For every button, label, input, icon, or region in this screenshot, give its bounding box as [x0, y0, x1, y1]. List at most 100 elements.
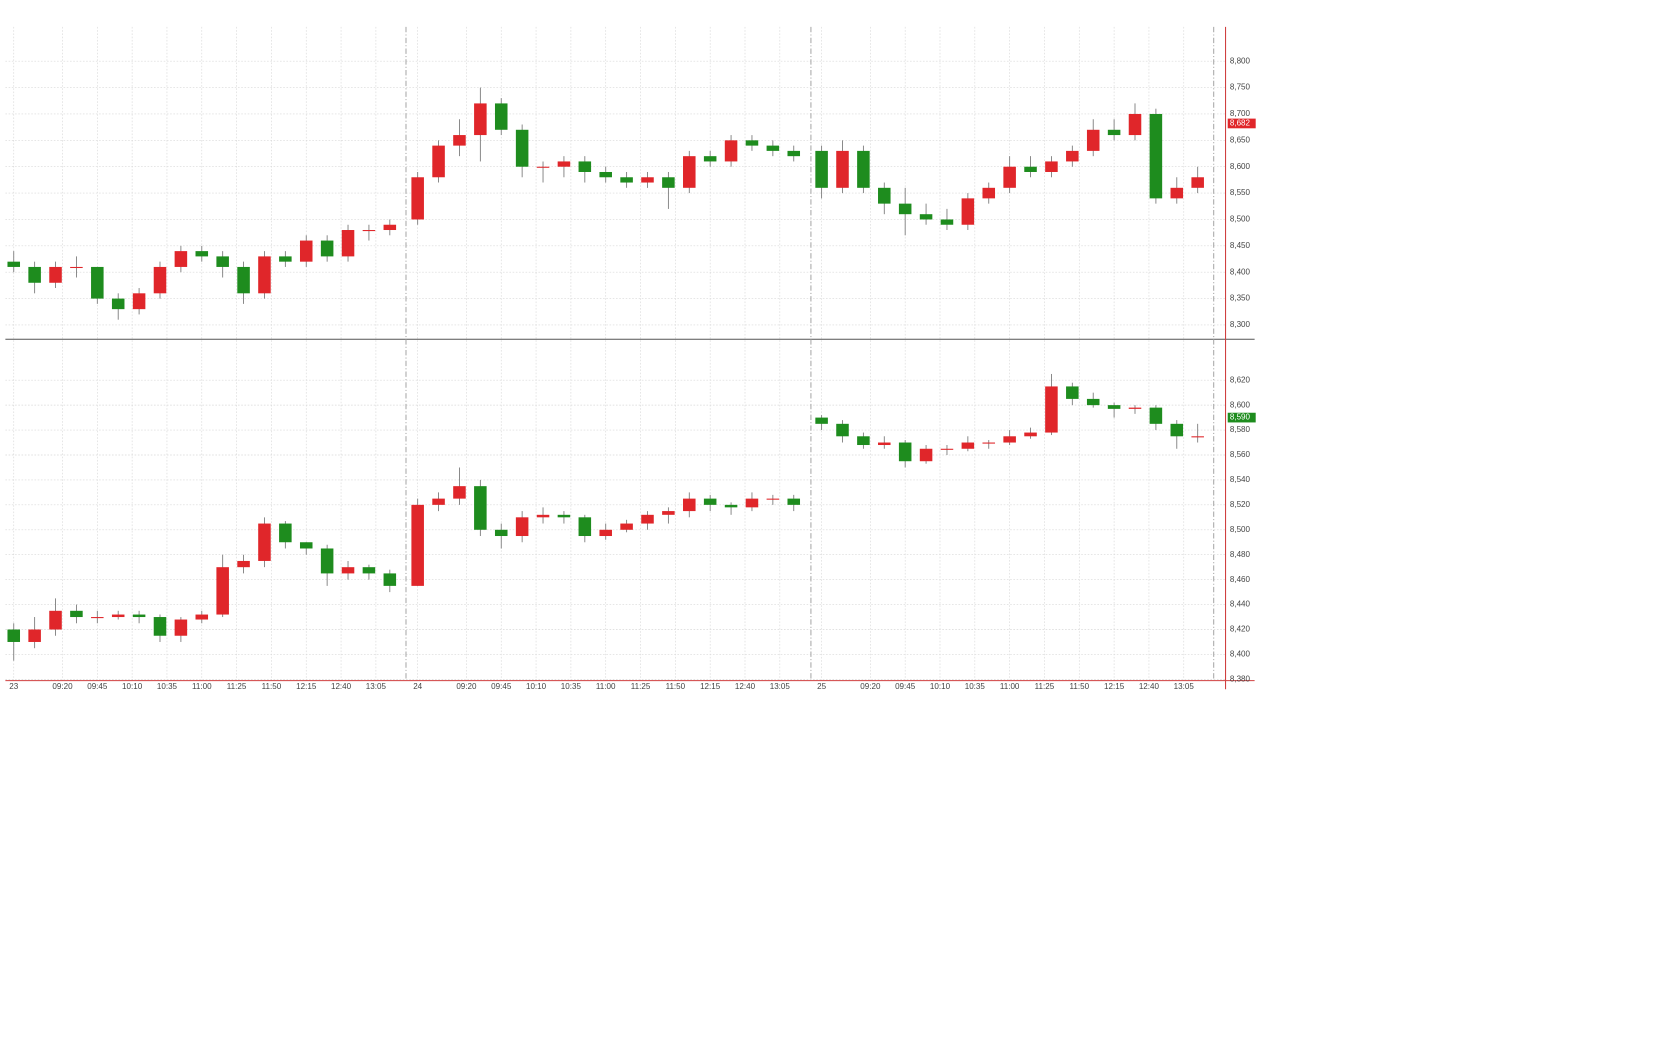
candle-body: [641, 177, 654, 183]
candle-body: [815, 150, 828, 188]
x-tick-label: 09:45: [87, 682, 108, 691]
candle-body: [341, 230, 355, 257]
y-tick-label: 8,800: [1230, 56, 1251, 65]
y-tick-label: 8,500: [1230, 215, 1251, 224]
candle-body: [237, 266, 250, 294]
candle-body: [1086, 398, 1100, 406]
candle-body: [599, 529, 612, 537]
candle-body: [515, 517, 529, 537]
candle-body: [662, 177, 675, 188]
x-tick-label: 12:40: [1139, 682, 1160, 691]
x-tick-label: 09:20: [456, 682, 477, 691]
candle-body: [91, 617, 104, 619]
candle-body: [982, 442, 996, 444]
y-tick-label: 8,440: [1230, 600, 1251, 609]
x-tick-label: 09:20: [52, 682, 73, 691]
x-tick-label: 10:35: [561, 682, 582, 691]
candle-body: [641, 514, 654, 524]
x-tick-label: 12:15: [296, 682, 317, 691]
last-price-box: [1227, 412, 1256, 423]
candle-body: [620, 523, 633, 530]
candle-body: [1086, 129, 1100, 151]
x-tick-label: 12:40: [735, 682, 756, 691]
candle-body: [878, 187, 891, 204]
candle-body: [1045, 161, 1058, 172]
candle-body: [258, 523, 271, 561]
last-price-box: [1227, 118, 1256, 129]
y-tick-label: 8,450: [1230, 241, 1251, 250]
x-tick-label: 13:05: [366, 682, 387, 691]
candle-body: [195, 614, 209, 620]
y-tick-label: 8,620: [1230, 375, 1251, 384]
candle-body: [898, 442, 912, 462]
x-tick-label: 11:00: [1000, 682, 1020, 691]
x-tick-label: 11:00: [596, 682, 616, 691]
candle-body: [1170, 423, 1184, 437]
candle-body: [494, 529, 508, 537]
candle-body: [1003, 166, 1016, 188]
candle-body: [411, 504, 424, 586]
candle-body: [453, 135, 466, 146]
candle-body: [557, 161, 571, 167]
candle-body: [724, 504, 738, 508]
candle-body: [279, 256, 292, 262]
candle-body: [1024, 166, 1037, 172]
candle-body: [216, 567, 229, 615]
y-tick-label: 8,650: [1230, 135, 1251, 144]
candle-body: [857, 150, 870, 188]
candle-body: [111, 614, 125, 618]
candle-body: [745, 498, 759, 508]
candle-body: [1066, 386, 1079, 399]
y-tick-label: 8,520: [1230, 500, 1251, 509]
x-tick-label: 11:50: [1069, 682, 1089, 691]
y-tick-label: 8,540: [1230, 475, 1251, 484]
x-tick-label: 10:10: [122, 682, 143, 691]
candle-body: [453, 486, 466, 499]
candle-body: [703, 498, 717, 505]
candle-body: [258, 256, 271, 294]
x-tick-label: 13:05: [770, 682, 791, 691]
candle-body: [683, 498, 696, 512]
candle-body: [536, 514, 550, 518]
candle-body: [940, 219, 954, 225]
candle-body: [174, 251, 188, 267]
candle-body: [132, 614, 146, 618]
y-tick-label: 8,600: [1230, 162, 1251, 171]
candle-body: [662, 511, 675, 515]
x-tick-label: 09:45: [895, 682, 916, 691]
y-tick-label: 8,700: [1230, 109, 1251, 118]
candle-body: [132, 293, 146, 310]
y-tick-label: 8,560: [1230, 450, 1251, 459]
candle-body: [898, 203, 912, 215]
candle-body: [787, 150, 801, 157]
candle-body: [1066, 150, 1079, 162]
candle-body: [1107, 405, 1121, 409]
candle-body: [383, 224, 397, 231]
candle-body: [961, 198, 975, 225]
candle-body: [557, 514, 571, 518]
candle-body: [599, 171, 612, 178]
candle-body: [836, 423, 849, 437]
y-tick-label: 8,420: [1230, 625, 1251, 634]
candle-body: [815, 417, 828, 424]
candle-body: [70, 610, 83, 618]
candle-body: [299, 542, 313, 549]
y-tick-label: 8,400: [1230, 267, 1251, 276]
candle-body: [7, 629, 21, 642]
candle-body: [1003, 436, 1016, 443]
candle-body: [320, 240, 334, 257]
candle-body: [857, 436, 870, 446]
candle-body: [703, 156, 717, 162]
candle-body: [766, 145, 780, 151]
x-tick-label: 24: [413, 682, 422, 691]
candle-body: [111, 298, 125, 310]
candle-body: [341, 567, 355, 574]
candle-body: [1149, 113, 1163, 199]
candle-body: [982, 187, 996, 199]
candle-body: [432, 498, 445, 505]
candle-body: [1191, 177, 1204, 188]
y-tick-label: 8,500: [1230, 525, 1251, 534]
y-tick-label: 8,550: [1230, 188, 1251, 197]
x-tick-label: 09:20: [860, 682, 881, 691]
x-tick-label: 09:45: [491, 682, 512, 691]
